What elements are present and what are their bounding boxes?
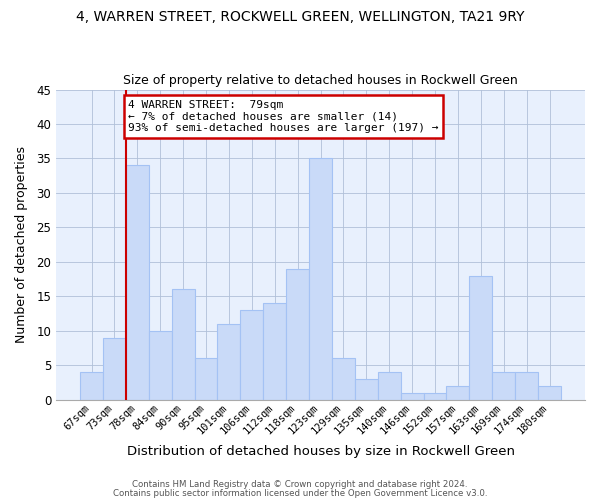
Title: Size of property relative to detached houses in Rockwell Green: Size of property relative to detached ho… — [123, 74, 518, 87]
Bar — [194, 358, 217, 400]
Bar — [172, 290, 194, 400]
Bar — [332, 358, 355, 400]
Text: 4, WARREN STREET, ROCKWELL GREEN, WELLINGTON, TA21 9RY: 4, WARREN STREET, ROCKWELL GREEN, WELLIN… — [76, 10, 524, 24]
Bar — [446, 386, 469, 400]
Bar — [355, 379, 378, 400]
Bar — [469, 276, 492, 400]
Bar — [424, 393, 446, 400]
Text: 4 WARREN STREET:  79sqm
← 7% of detached houses are smaller (14)
93% of semi-det: 4 WARREN STREET: 79sqm ← 7% of detached … — [128, 100, 439, 133]
Bar — [538, 386, 561, 400]
Text: Contains HM Land Registry data © Crown copyright and database right 2024.: Contains HM Land Registry data © Crown c… — [132, 480, 468, 489]
Y-axis label: Number of detached properties: Number of detached properties — [15, 146, 28, 343]
Bar — [80, 372, 103, 400]
Bar — [217, 324, 241, 400]
Bar — [263, 304, 286, 400]
Text: Contains public sector information licensed under the Open Government Licence v3: Contains public sector information licen… — [113, 488, 487, 498]
Bar — [492, 372, 515, 400]
Bar — [309, 158, 332, 400]
X-axis label: Distribution of detached houses by size in Rockwell Green: Distribution of detached houses by size … — [127, 444, 515, 458]
Bar — [149, 331, 172, 400]
Bar — [401, 393, 424, 400]
Bar — [241, 310, 263, 400]
Bar — [126, 166, 149, 400]
Bar — [286, 269, 309, 400]
Bar — [378, 372, 401, 400]
Bar — [515, 372, 538, 400]
Bar — [103, 338, 126, 400]
